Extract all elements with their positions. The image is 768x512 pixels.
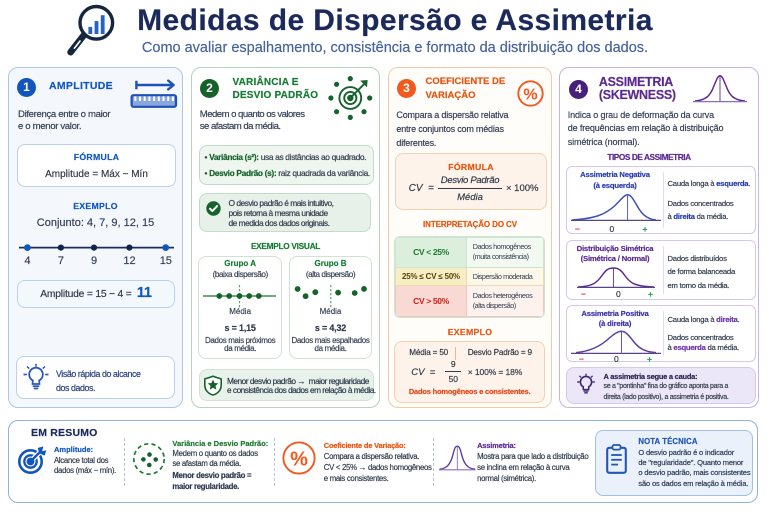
- svg-text:%: %: [290, 449, 308, 471]
- svg-text:%: %: [523, 86, 537, 103]
